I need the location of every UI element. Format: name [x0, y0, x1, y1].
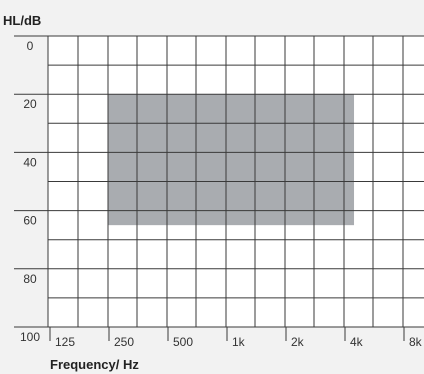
- x-axis-ticks: 125 250 500 1k 2k 4k 8k: [49, 327, 423, 349]
- shaded-region: [108, 94, 355, 226]
- y-axis-ticks: 0 20 40 60 80 100: [14, 35, 48, 344]
- x-tick-label-2k: 2k: [291, 335, 305, 349]
- x-tick-label-8k: 8k: [409, 335, 423, 349]
- y-tick-label-100: 100: [20, 330, 40, 344]
- x-tick-label-1k: 1k: [232, 335, 246, 349]
- y-tick-label-20: 20: [23, 97, 37, 111]
- x-tick-label-4k: 4k: [350, 335, 364, 349]
- x-tick-label-250: 250: [114, 335, 134, 349]
- y-axis-title: HL/dB: [3, 13, 41, 28]
- y-tick-label-40: 40: [23, 155, 37, 169]
- x-tick-label-500: 500: [173, 335, 193, 349]
- x-tick-label-125: 125: [55, 335, 75, 349]
- y-tick-label-80: 80: [23, 272, 37, 286]
- plot-area: [47, 35, 424, 328]
- y-tick-label-0: 0: [27, 39, 34, 53]
- x-axis-title: Frequency/ Hz: [50, 357, 139, 372]
- y-tick-label-60: 60: [23, 214, 37, 228]
